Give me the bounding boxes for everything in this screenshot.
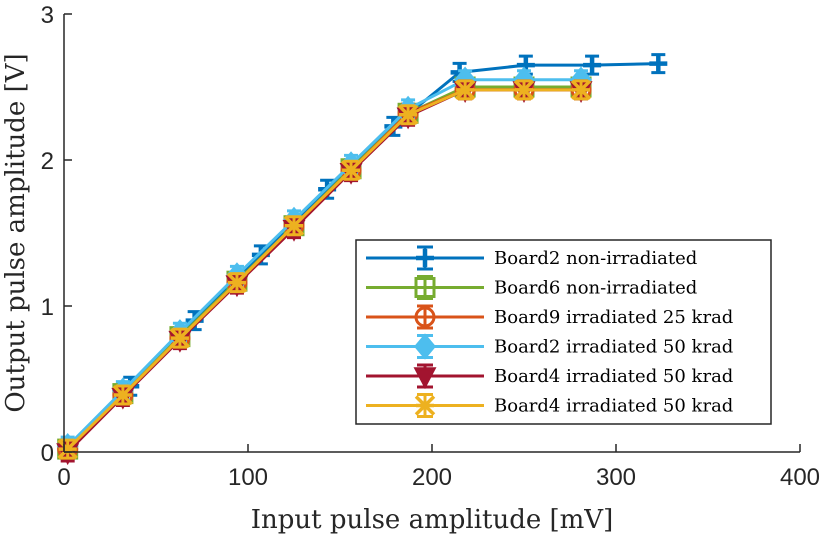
series-6 — [57, 79, 592, 460]
data-point — [112, 384, 134, 406]
data-point — [283, 215, 305, 236]
legend-marker — [414, 277, 436, 298]
legend-marker — [414, 333, 436, 360]
x-tick-label: 200 — [412, 464, 452, 491]
data-point — [397, 104, 419, 125]
legend-entry: Board2 irradiated 50 krad — [366, 333, 733, 360]
x-tick-label: 300 — [596, 464, 636, 491]
legend-error-bar — [417, 275, 433, 300]
data-point — [340, 159, 362, 181]
x-tick-label: 400 — [780, 464, 820, 491]
legend-marker — [414, 306, 436, 328]
x-tick-label: 100 — [228, 464, 268, 491]
legend-label: Board4 irradiated 50 krad — [494, 366, 733, 387]
data-point — [649, 54, 668, 73]
data-point — [570, 79, 592, 101]
legend-label: Board2 non-irradiated — [494, 248, 697, 269]
legend-marker — [414, 395, 436, 416]
legend-entry: Board6 non-irradiated — [366, 275, 697, 300]
series-layer — [56, 53, 668, 466]
data-point — [169, 327, 191, 349]
series-line — [66, 88, 581, 451]
legend-entry: Board9 irradiated 25 krad — [366, 304, 733, 330]
data-point — [583, 56, 602, 75]
series-line — [66, 78, 581, 448]
legend-label: Board4 irradiated 50 krad — [494, 396, 733, 417]
x-axis-label: Input pulse amplitude [mV] — [251, 505, 613, 535]
legend-label: Board9 irradiated 25 krad — [494, 307, 733, 328]
legend-marker — [413, 367, 437, 390]
data-point — [513, 79, 535, 101]
y-tick-label: 0 — [41, 440, 54, 467]
legend-error-bar — [417, 304, 433, 330]
legend-entry: Board2 non-irradiated — [366, 245, 697, 271]
legend-label: Board2 irradiated 50 krad — [494, 337, 733, 358]
data-point — [454, 79, 476, 101]
y-tick-label: 2 — [41, 148, 54, 175]
legend-entry: Board4 irradiated 50 krad — [366, 363, 733, 390]
data-point — [226, 272, 248, 293]
axes-layer: 0 100 200 300 400 0 1 2 3 — [41, 2, 820, 491]
y-tick-label: 3 — [41, 2, 54, 29]
legend-label: Board6 non-irradiated — [494, 278, 697, 299]
y-axis-label: Output pulse amplitude [V] — [1, 53, 31, 412]
legend-marker — [416, 249, 434, 267]
x-tick-label: 0 — [57, 464, 70, 491]
y-tick-label: 1 — [41, 294, 54, 321]
legend-entry: Board4 irradiated 50 krad — [366, 393, 733, 418]
legend: Board2 non-irradiated Board6 non-irradiat… — [355, 239, 772, 425]
data-point — [57, 438, 78, 460]
